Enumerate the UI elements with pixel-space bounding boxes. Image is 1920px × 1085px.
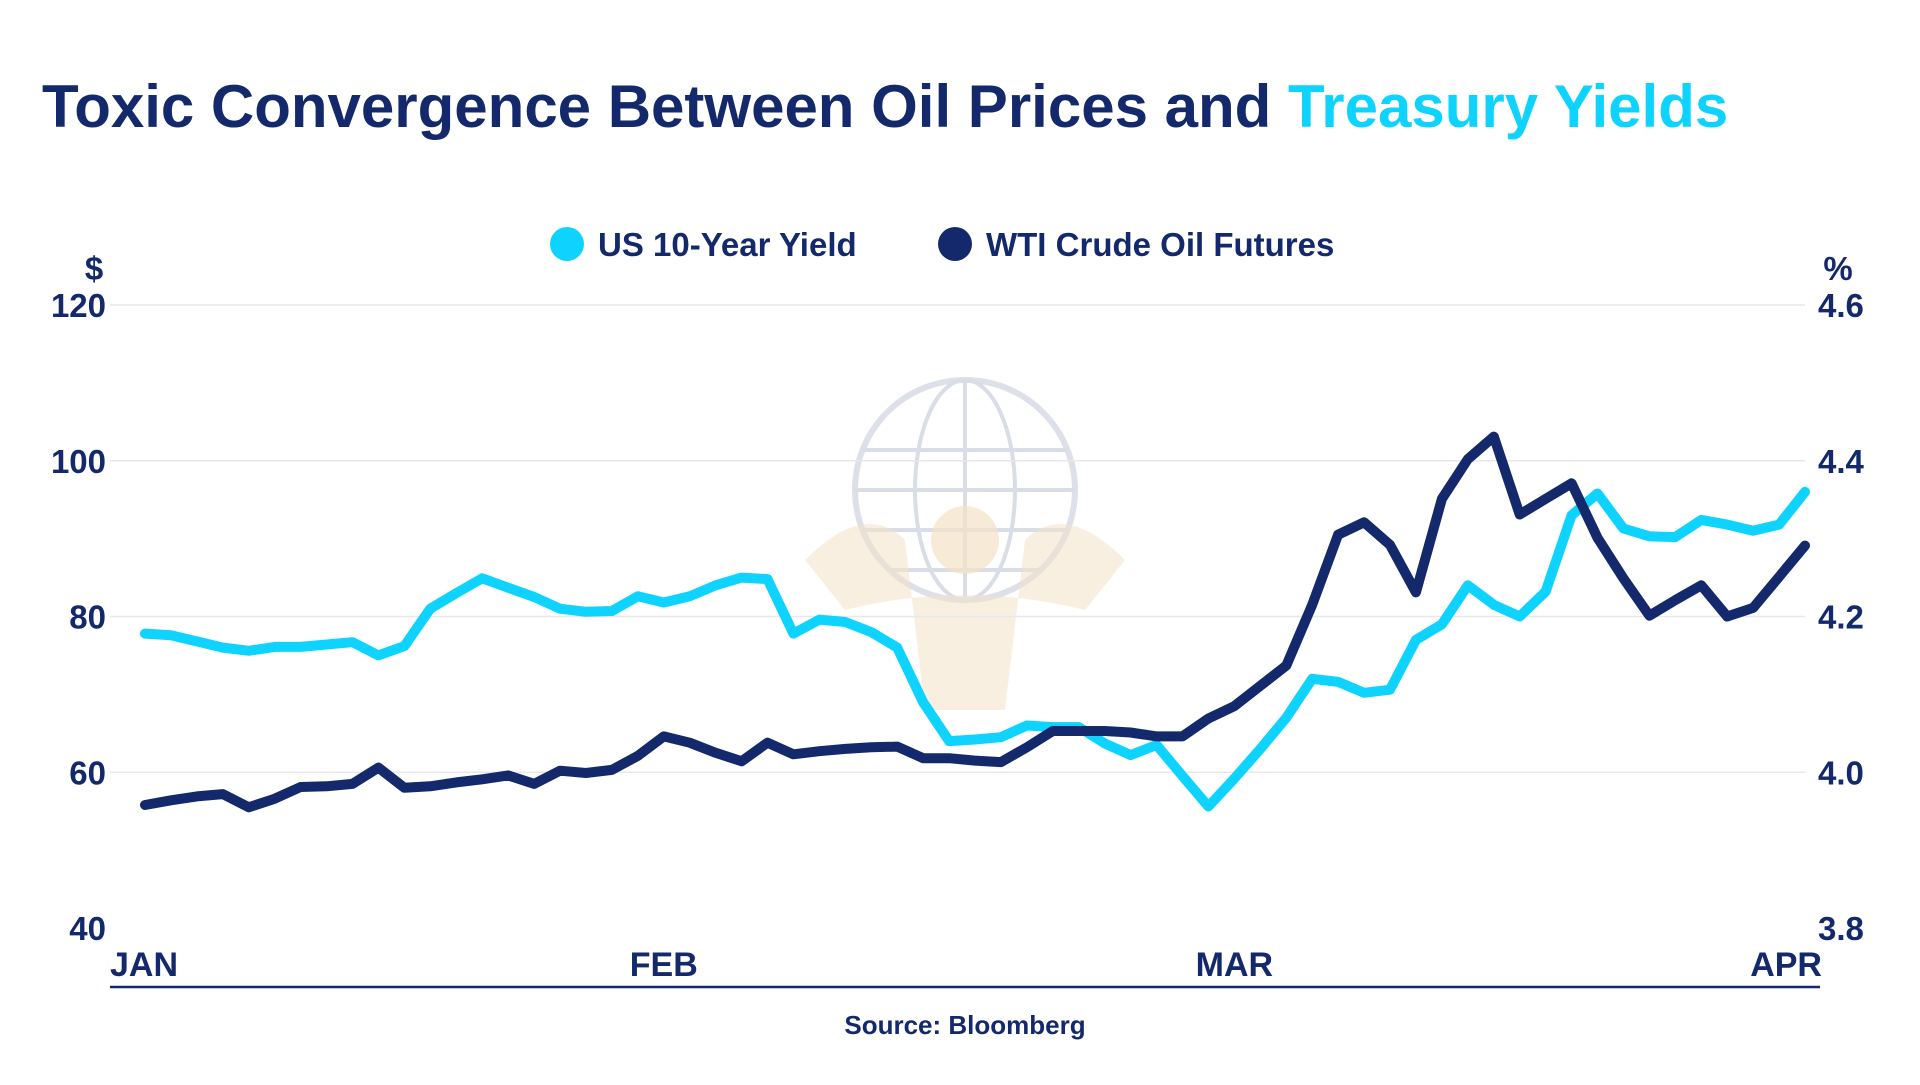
watermark-figure-head bbox=[931, 506, 999, 574]
series-line-wti-crude-oil-futures bbox=[140, 431, 1810, 813]
x-tick-label-mar: MAR bbox=[1196, 946, 1273, 984]
watermark-logo bbox=[805, 377, 1125, 710]
legend-label-wti-crude-oil-futures: WTI Crude Oil Futures bbox=[986, 226, 1334, 263]
right-tick-label-3-8: 3.8 bbox=[1818, 910, 1864, 947]
legend-marker-us-10-year-yield bbox=[550, 227, 584, 261]
right-tick-label-4-4: 4.4 bbox=[1818, 443, 1865, 480]
chart-title: Toxic Convergence Between Oil Prices and… bbox=[42, 73, 1728, 140]
series-line-us-10-year-yield bbox=[140, 486, 1810, 812]
right-tick-label-4-0: 4.0 bbox=[1818, 754, 1864, 791]
legend-marker-wti-crude-oil-futures bbox=[938, 227, 972, 261]
left-axis-unit: $ bbox=[85, 250, 103, 287]
right-tick-label-4-2: 4.2 bbox=[1818, 599, 1864, 636]
left-tick-label-100: 100 bbox=[51, 443, 106, 480]
left-tick-label-60: 60 bbox=[69, 754, 106, 791]
chart-text: Toxic Convergence Between Oil Prices and… bbox=[42, 73, 1865, 1040]
legend-label-us-10-year-yield: US 10-Year Yield bbox=[598, 226, 857, 263]
right-axis-unit: % bbox=[1823, 250, 1852, 287]
x-tick-label-apr: APR bbox=[1750, 946, 1822, 984]
title-part-0: Toxic Convergence Between Oil Prices and bbox=[42, 73, 1288, 140]
x-tick-label-jan: JAN bbox=[110, 946, 178, 984]
source-note: Source: Bloomberg bbox=[844, 1010, 1085, 1040]
left-tick-label-120: 120 bbox=[51, 287, 106, 324]
legend: US 10-Year Yield WTI Crude Oil Futures bbox=[550, 226, 1334, 263]
left-tick-label-40: 40 bbox=[69, 910, 106, 947]
title-part-1: Treasury Yields bbox=[1288, 73, 1728, 140]
series-lines bbox=[140, 431, 1810, 813]
x-tick-label-feb: FEB bbox=[630, 946, 698, 984]
right-tick-label-4-6: 4.6 bbox=[1818, 287, 1864, 324]
left-tick-label-80: 80 bbox=[69, 599, 106, 636]
